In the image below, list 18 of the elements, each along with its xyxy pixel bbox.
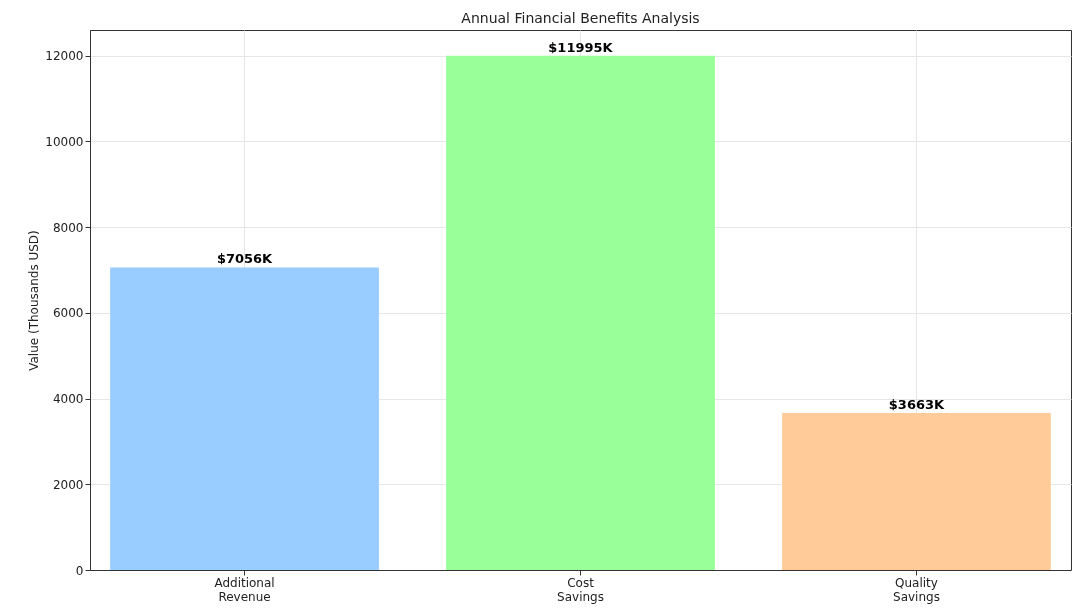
y-tick-label: 12000 <box>45 49 84 64</box>
data-label: $7056K <box>216 251 274 267</box>
x-tick-label: Quality Savings <box>893 575 940 604</box>
y-tick-label: 6000 <box>52 306 84 321</box>
chart-title: Annual Financial Benefits Analysis <box>461 10 700 26</box>
y-tick-label: 8000 <box>52 220 84 235</box>
y-tick-label: 2000 <box>52 477 84 492</box>
y-tick-label: 4000 <box>52 392 84 406</box>
x-tick-label: Cost Savings <box>557 575 604 604</box>
data-label: $3663K <box>888 396 946 412</box>
y-tick-label: 0 <box>75 563 84 578</box>
data-label: $11995K <box>548 39 614 55</box>
bar <box>446 55 715 570</box>
y-axis-title: Value (Thousands USD) <box>27 230 42 371</box>
x-tick-label: Additional Revenue <box>214 575 275 604</box>
bar <box>110 267 379 570</box>
bar <box>782 412 1051 570</box>
y-tick-label: 10000 <box>45 134 84 149</box>
